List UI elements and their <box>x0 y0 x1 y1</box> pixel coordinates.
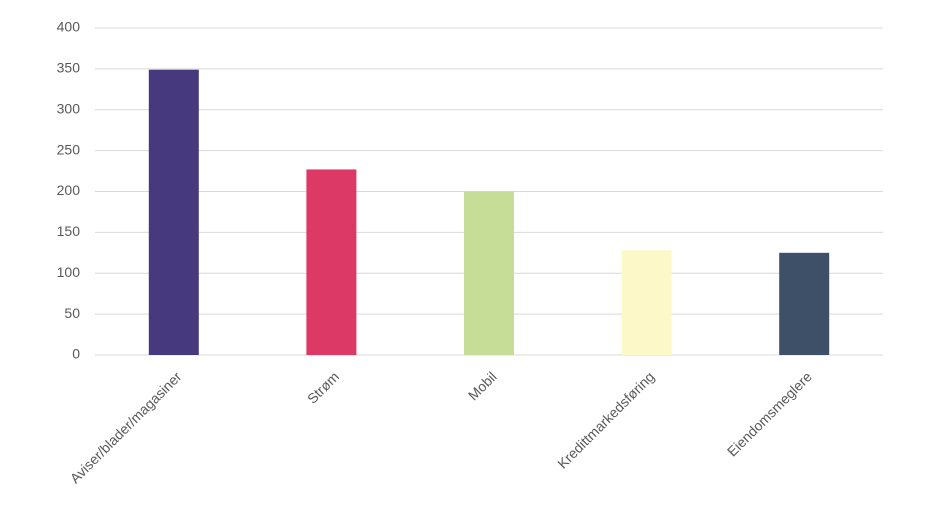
y-tick-label: 0 <box>72 346 80 362</box>
bar <box>148 69 199 355</box>
x-tick-label: Eiendomsmeglere <box>724 368 815 459</box>
y-tick-label: 350 <box>57 60 81 76</box>
x-tick-label: Aviser/blader/magasiner <box>67 368 185 486</box>
bar <box>464 191 514 355</box>
y-tick-label: 250 <box>57 141 81 157</box>
bar <box>621 250 672 355</box>
y-tick-label: 100 <box>57 264 81 280</box>
bar <box>306 169 357 355</box>
bar <box>779 252 830 355</box>
y-tick-label: 300 <box>57 100 81 116</box>
y-tick-label: 200 <box>57 182 81 198</box>
y-tick-label: 50 <box>64 305 80 321</box>
y-tick-label: 150 <box>57 223 81 239</box>
x-tick-label: Kredittmarkedsføring <box>554 368 657 471</box>
x-tick-label: Mobil <box>465 368 500 403</box>
x-tick-label: Strøm <box>304 368 342 406</box>
y-tick-label: 400 <box>57 19 81 35</box>
